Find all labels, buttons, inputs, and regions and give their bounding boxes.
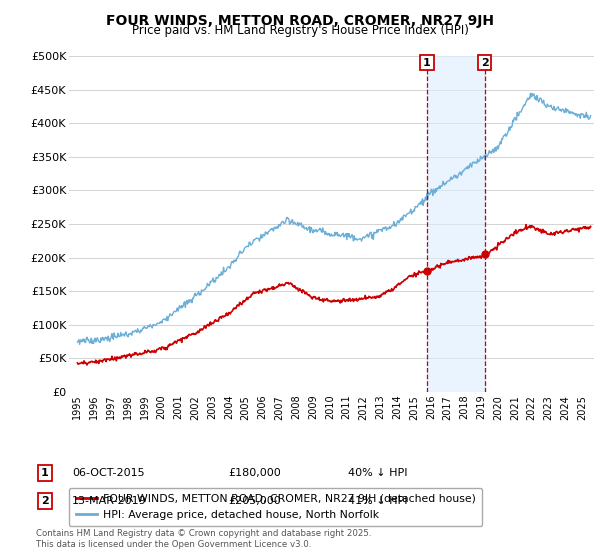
Text: £180,000: £180,000 (228, 468, 281, 478)
Text: 13-MAR-2019: 13-MAR-2019 (72, 496, 147, 506)
Text: 40% ↓ HPI: 40% ↓ HPI (348, 468, 407, 478)
Text: Price paid vs. HM Land Registry's House Price Index (HPI): Price paid vs. HM Land Registry's House … (131, 24, 469, 37)
Text: 2: 2 (41, 496, 49, 506)
Text: Contains HM Land Registry data © Crown copyright and database right 2025.
This d: Contains HM Land Registry data © Crown c… (36, 529, 371, 549)
Bar (427, 56, 485, 392)
Text: 41% ↓ HPI: 41% ↓ HPI (348, 496, 407, 506)
Text: 1: 1 (41, 468, 49, 478)
Text: 2: 2 (481, 58, 488, 68)
Legend: FOUR WINDS, METTON ROAD, CROMER, NR27 9JH (detached house), HPI: Average price, : FOUR WINDS, METTON ROAD, CROMER, NR27 9J… (69, 488, 482, 526)
Text: £205,000: £205,000 (228, 496, 281, 506)
Text: FOUR WINDS, METTON ROAD, CROMER, NR27 9JH: FOUR WINDS, METTON ROAD, CROMER, NR27 9J… (106, 14, 494, 28)
Text: 1: 1 (423, 58, 431, 68)
Text: 06-OCT-2015: 06-OCT-2015 (72, 468, 145, 478)
